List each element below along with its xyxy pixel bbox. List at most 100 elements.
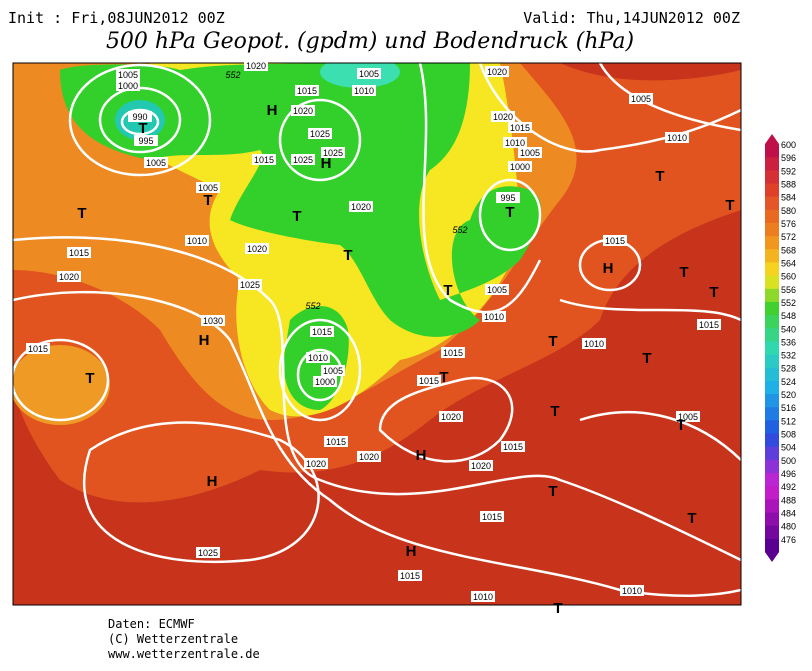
scale-swatch [765,249,779,263]
isobar-label: 1025 [240,280,260,290]
height-label: 552 [452,225,467,235]
isobar-label: 1015 [503,442,523,452]
scale-swatch [765,446,779,461]
pressure-center: T [203,192,212,209]
pressure-center: T [553,600,562,617]
isobar-label: 1005 [520,148,540,158]
scale-label: 600 [781,140,796,150]
pressure-center: T [548,483,557,500]
scale-label: 524 [781,377,796,387]
isobar-label-bg [304,458,328,469]
scale-swatch [765,157,779,171]
isobar-label: 1010 [308,353,328,363]
isobar-label: 1030 [203,316,223,326]
scale-swatch [765,499,779,514]
init-time: Init : Fri,08JUN2012 00Z [8,9,225,27]
scale-label: 504 [781,443,796,453]
scale-label: 564 [781,258,796,268]
pressure-center: T [655,168,664,185]
scale-label: 568 [781,245,796,255]
isobar-label-bg [238,279,262,290]
scale-swatch [765,367,779,382]
isobar-label-bg [252,154,276,165]
scale-swatch [765,380,779,395]
scale-swatch [765,512,779,527]
isobar-label: 990 [132,112,147,122]
scale-label: 552 [781,298,796,308]
isobar-label: 1000 [510,162,530,172]
isobar-label-bg [116,80,140,91]
isobar-label: 1005 [118,70,138,80]
url: www.wetterzentrale.de [108,647,260,661]
pressure-center: T [292,208,301,225]
pressure-center: H [267,102,278,119]
isobar-label: 1020 [493,112,513,122]
isobar-label-bg [491,111,515,122]
scale-top-tip [765,134,779,144]
pressure-center: H [207,473,218,490]
isobar-label: 1015 [699,320,719,330]
isobar-label: 1015 [605,236,625,246]
isobar-label-bg [482,311,506,322]
isobar-label-bg [439,411,463,422]
scale-swatch [765,407,779,421]
scale-swatch [765,262,779,277]
scale-label: 540 [781,324,796,334]
isobar-label-bg [697,319,721,330]
scale-swatch [765,420,779,435]
isobar-label-bg [469,460,493,471]
scale-swatch [765,196,779,211]
isobar-label-bg [480,511,504,522]
isobar-label-bg [308,128,332,139]
map-title: 500 hPa Geopot. (gpdm) und Bodendruck (h… [106,29,634,54]
scale-swatch [765,222,779,237]
isobar-label-bg [57,271,81,282]
isobar-label: 1000 [315,377,335,387]
isobar-label: 995 [138,136,153,146]
isobar-label-bg [665,132,689,143]
isobar-label-bg [508,161,532,172]
pressure-center: T [85,370,94,387]
isobar-label: 1015 [297,86,317,96]
pressure-center: T [725,197,734,214]
scale-label: 580 [781,206,796,216]
isobar-label: 1015 [510,123,530,133]
isobar-label-bg [321,365,345,376]
isobar-label: 1025 [310,129,330,139]
isobar-label: 1020 [441,412,461,422]
scale-label: 492 [781,482,796,492]
isobar-label: 1025 [198,548,218,558]
pressure-center: T [443,282,452,299]
pressure-center: T [343,247,352,264]
pressure-center: T [505,204,514,221]
scale-label: 536 [781,337,796,347]
scale-bottom-tip [765,552,779,562]
isobar-label: 1000 [118,81,138,91]
isobar-label-bg [295,85,319,96]
scale-swatch [765,144,779,158]
isobar-label: 1020 [293,106,313,116]
isobar-label: 1015 [419,376,439,386]
scale-label: 480 [781,522,796,532]
valid-time: Valid: Thu,14JUN2012 00Z [523,9,740,27]
isobar-label-bg [306,352,330,363]
scale-swatch [765,209,779,224]
height-label: 552 [225,70,240,80]
pressure-center: H [321,155,332,172]
isobar-label-bg [144,157,168,168]
scale-swatch [765,236,779,250]
pressure-center: T [439,369,448,386]
scale-label: 592 [781,166,796,176]
scale-label: 484 [781,509,796,519]
isobar-label: 1020 [59,272,79,282]
isobar-label: 1015 [326,437,346,447]
isobar-label-bg [201,315,225,326]
isobar-label: 1015 [254,155,274,165]
isobar-label: 1005 [631,94,651,104]
isobar-label-bg [485,66,509,77]
isobar-label: 1015 [69,248,89,258]
scale-swatch [765,525,779,540]
isobar-label-bg [349,201,373,212]
scale-label: 520 [781,390,796,400]
